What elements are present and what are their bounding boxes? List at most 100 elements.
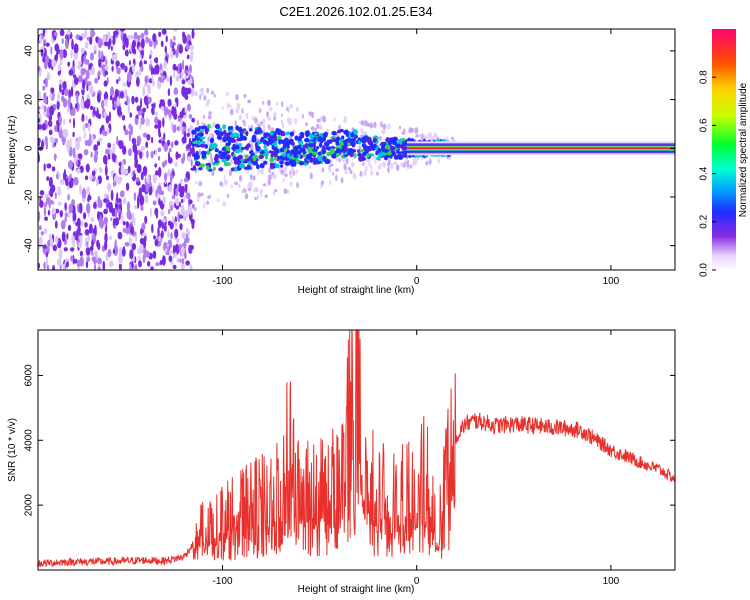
noise-speckle (75, 154, 79, 162)
noise-speckle (101, 50, 104, 61)
noise-speckle (154, 207, 159, 216)
noise-speckle (68, 180, 74, 189)
cluster-speckle (362, 144, 367, 148)
noise-speckle (54, 192, 57, 200)
noise-speckle (61, 95, 65, 103)
halo-speckle (203, 202, 206, 209)
halo-speckle (280, 113, 283, 117)
noise-speckle (122, 227, 128, 233)
noise-speckle (83, 149, 89, 156)
cluster-speckle (230, 167, 235, 172)
noise-speckle (186, 87, 192, 95)
noise-speckle (140, 205, 144, 211)
noise-speckle (123, 88, 128, 99)
halo-speckle (401, 131, 405, 135)
noise-speckle (57, 92, 60, 102)
noise-speckle (42, 29, 46, 37)
cluster-speckle (320, 137, 327, 142)
halo-speckle (206, 87, 210, 94)
noise-speckle (112, 217, 116, 226)
noise-speckle (184, 95, 189, 100)
cluster-speckle (286, 143, 290, 149)
noise-speckle (93, 50, 97, 55)
halo-speckle (437, 158, 441, 164)
snr-xtick-label: 100 (603, 576, 620, 587)
noise-speckle (50, 46, 53, 55)
noise-speckle (97, 70, 101, 77)
noise-speckle (141, 184, 146, 193)
noise-speckle (136, 105, 141, 112)
noise-speckle (120, 165, 125, 176)
noise-speckle (75, 139, 80, 151)
cluster-speckle (194, 152, 199, 159)
noise-speckle (116, 135, 119, 146)
noise-speckle (176, 153, 182, 158)
noise-speckle (187, 79, 192, 85)
noise-speckle (104, 41, 109, 47)
noise-speckle (57, 64, 62, 71)
noise-speckle (170, 121, 174, 131)
cluster-speckle (192, 141, 199, 145)
halo-speckle (316, 118, 321, 123)
cluster-speckle (283, 147, 288, 153)
cluster-speckle (322, 145, 326, 150)
cluster-speckle (392, 140, 398, 146)
noise-speckle (180, 246, 185, 257)
halo-speckle (328, 168, 332, 173)
halo-speckle (402, 162, 406, 168)
snr-xtick-label: -100 (212, 576, 232, 587)
cluster-speckle (280, 164, 284, 168)
halo-speckle (409, 164, 413, 169)
cluster-speckle (279, 130, 286, 137)
noise-speckle (150, 66, 154, 76)
noise-speckle (167, 208, 171, 215)
noise-speckle (176, 125, 180, 132)
halo-speckle (243, 120, 246, 127)
noise-speckle (43, 39, 47, 44)
halo-speckle (237, 183, 241, 188)
cluster-speckle (347, 142, 351, 147)
noise-speckle (142, 112, 145, 118)
noise-speckle (97, 199, 103, 209)
halo-speckle (335, 174, 338, 182)
noise-speckle (45, 42, 50, 47)
noise-speckle (43, 92, 47, 101)
cluster-speckle (298, 161, 305, 166)
noise-speckle (137, 34, 141, 42)
cluster-speckle (209, 137, 215, 144)
colorbar-ticks: 0.0 0.2 0.4 0.6 0.8 (699, 70, 716, 277)
cluster-speckle (216, 135, 223, 141)
noise-speckle (56, 173, 59, 180)
cluster-speckle (240, 146, 246, 150)
cluster-speckle (199, 143, 206, 148)
halo-speckle (288, 135, 293, 140)
noise-speckle (147, 260, 151, 267)
halo-speckle (280, 169, 285, 175)
cluster-speckle (347, 149, 351, 155)
halo-speckle (281, 123, 285, 129)
noise-speckle (75, 92, 79, 103)
noise-speckle (134, 148, 138, 156)
noise-speckle (63, 247, 68, 252)
noise-speckle (86, 36, 90, 41)
noise-speckle (181, 257, 185, 265)
cluster-speckle (206, 165, 210, 171)
cluster-speckle (255, 145, 261, 152)
noise-speckle (180, 179, 183, 185)
spectrogram-ytick-label: 20 (24, 94, 35, 106)
halo-speckle (308, 111, 313, 116)
noise-speckle (168, 156, 172, 164)
cluster-speckle (212, 142, 218, 149)
cluster-speckle (202, 152, 207, 158)
colorbar-tick-label: 0.6 (699, 118, 710, 132)
noise-speckle (111, 65, 114, 72)
halo-speckle (376, 171, 379, 176)
snr-xlabel: Height of straight line (km) (298, 584, 415, 595)
noise-speckle (103, 111, 108, 118)
noise-speckle (152, 250, 157, 259)
noise-speckle (84, 175, 89, 181)
cluster-speckle (282, 144, 287, 149)
halo-speckle (316, 123, 320, 129)
noise-speckle (68, 203, 74, 214)
spectrogram-xtick-label: 0 (414, 276, 420, 287)
